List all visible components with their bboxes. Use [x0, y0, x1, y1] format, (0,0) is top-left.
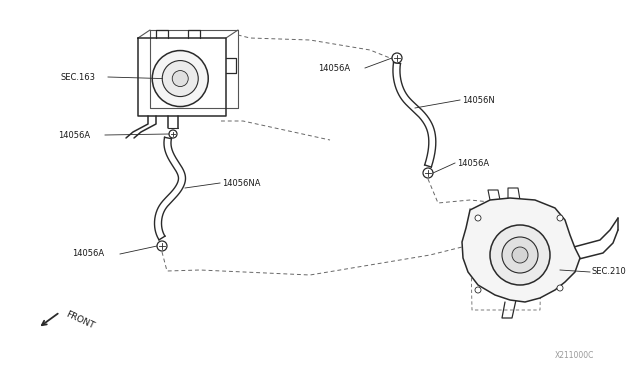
Text: 14056NA: 14056NA [222, 179, 260, 187]
Circle shape [169, 130, 177, 138]
Circle shape [392, 53, 402, 63]
Circle shape [157, 241, 167, 251]
Text: 14056A: 14056A [72, 250, 104, 259]
Circle shape [502, 237, 538, 273]
Circle shape [172, 71, 188, 87]
Polygon shape [462, 198, 580, 302]
Text: 14056A: 14056A [318, 64, 350, 73]
Text: SEC.163: SEC.163 [60, 73, 95, 81]
Text: 14056A: 14056A [58, 131, 90, 140]
Circle shape [490, 225, 550, 285]
Circle shape [423, 168, 433, 178]
Text: X211000C: X211000C [555, 351, 595, 360]
Text: SEC.210: SEC.210 [592, 267, 627, 276]
Circle shape [475, 215, 481, 221]
Text: 14056A: 14056A [457, 158, 489, 167]
Text: 14056N: 14056N [462, 96, 495, 105]
Circle shape [512, 247, 528, 263]
Circle shape [152, 51, 208, 106]
Circle shape [475, 287, 481, 293]
Circle shape [163, 61, 198, 97]
Circle shape [557, 285, 563, 291]
Text: FRONT: FRONT [64, 310, 95, 331]
Circle shape [557, 215, 563, 221]
